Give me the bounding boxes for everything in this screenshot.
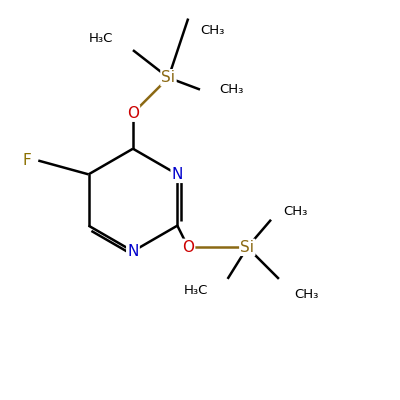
Text: Si: Si [240, 240, 254, 255]
Text: CH₃: CH₃ [200, 24, 224, 37]
Text: F: F [22, 153, 31, 168]
Text: H₃C: H₃C [184, 284, 208, 297]
Text: CH₃: CH₃ [220, 83, 244, 96]
Text: O: O [182, 240, 194, 255]
Text: N: N [172, 167, 183, 182]
Text: CH₃: CH₃ [283, 205, 307, 218]
Text: H₃C: H₃C [89, 32, 113, 45]
Text: Si: Si [162, 70, 176, 85]
Text: N: N [127, 244, 139, 259]
Text: O: O [127, 106, 139, 121]
Text: CH₃: CH₃ [295, 288, 319, 301]
